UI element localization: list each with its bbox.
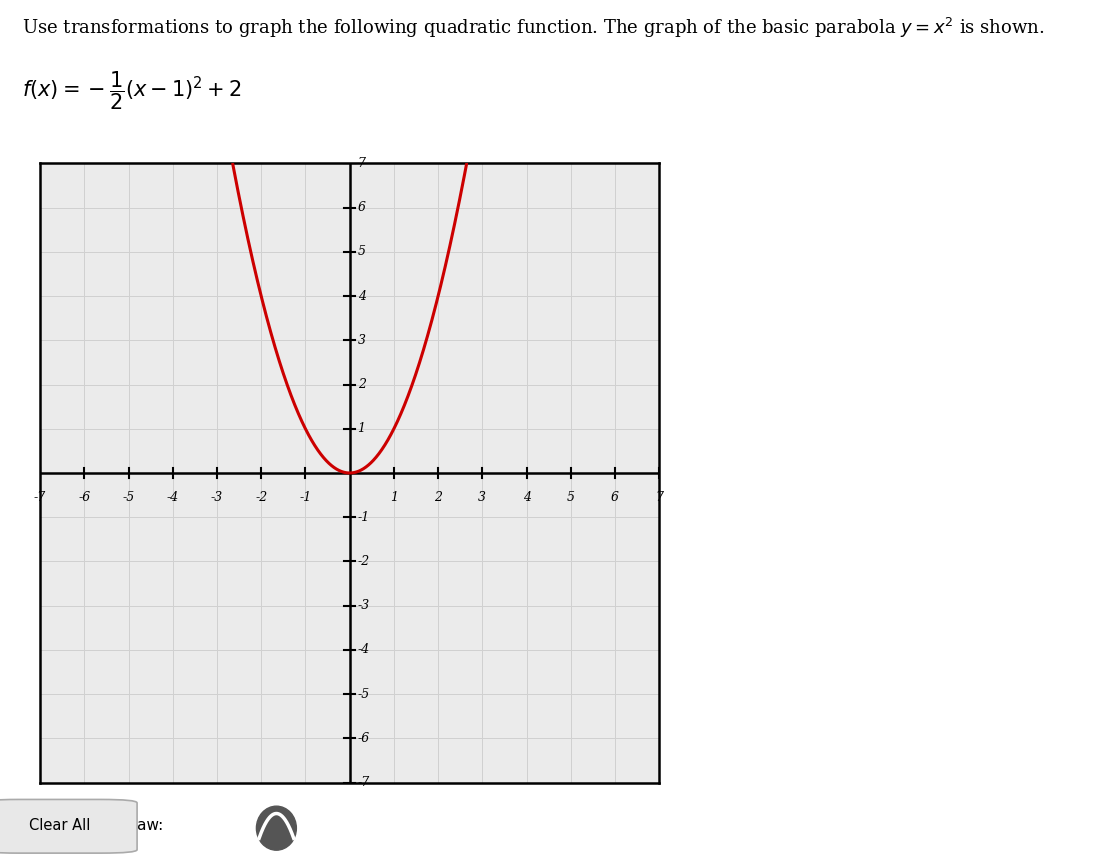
Text: 6: 6 xyxy=(357,201,365,214)
Text: -4: -4 xyxy=(166,491,179,504)
Text: -6: -6 xyxy=(78,491,90,504)
Text: 1: 1 xyxy=(390,491,397,504)
Text: -2: -2 xyxy=(357,555,370,568)
Text: 7: 7 xyxy=(655,491,664,504)
Text: -1: -1 xyxy=(300,491,312,504)
Text: Clear All: Clear All xyxy=(29,818,91,833)
Text: -1: -1 xyxy=(357,511,370,524)
Circle shape xyxy=(256,806,296,851)
Text: -3: -3 xyxy=(211,491,223,504)
Text: 2: 2 xyxy=(357,378,365,391)
Text: 4: 4 xyxy=(357,290,365,303)
Text: -7: -7 xyxy=(34,491,47,504)
Text: -2: -2 xyxy=(255,491,268,504)
Text: 1: 1 xyxy=(357,422,365,435)
Text: 3: 3 xyxy=(357,334,365,347)
Text: -4: -4 xyxy=(357,643,370,656)
Text: 3: 3 xyxy=(478,491,486,504)
Text: -7: -7 xyxy=(357,776,370,789)
Text: 6: 6 xyxy=(610,491,619,504)
Text: $f(x) = -\dfrac{1}{2}(x - 1)^2 + 2$: $f(x) = -\dfrac{1}{2}(x - 1)^2 + 2$ xyxy=(22,70,242,113)
Text: -5: -5 xyxy=(357,688,370,701)
FancyBboxPatch shape xyxy=(0,800,138,853)
Text: -5: -5 xyxy=(122,491,134,504)
Text: -6: -6 xyxy=(357,732,370,745)
Text: 7: 7 xyxy=(357,157,365,170)
Text: Use transformations to graph the following quadratic function. The graph of the : Use transformations to graph the followi… xyxy=(22,15,1045,40)
Text: 4: 4 xyxy=(523,491,531,504)
Text: -3: -3 xyxy=(357,599,370,612)
Text: 5: 5 xyxy=(567,491,575,504)
Text: 2: 2 xyxy=(434,491,442,504)
Text: 5: 5 xyxy=(357,245,365,258)
Text: Draw:: Draw: xyxy=(119,818,163,833)
